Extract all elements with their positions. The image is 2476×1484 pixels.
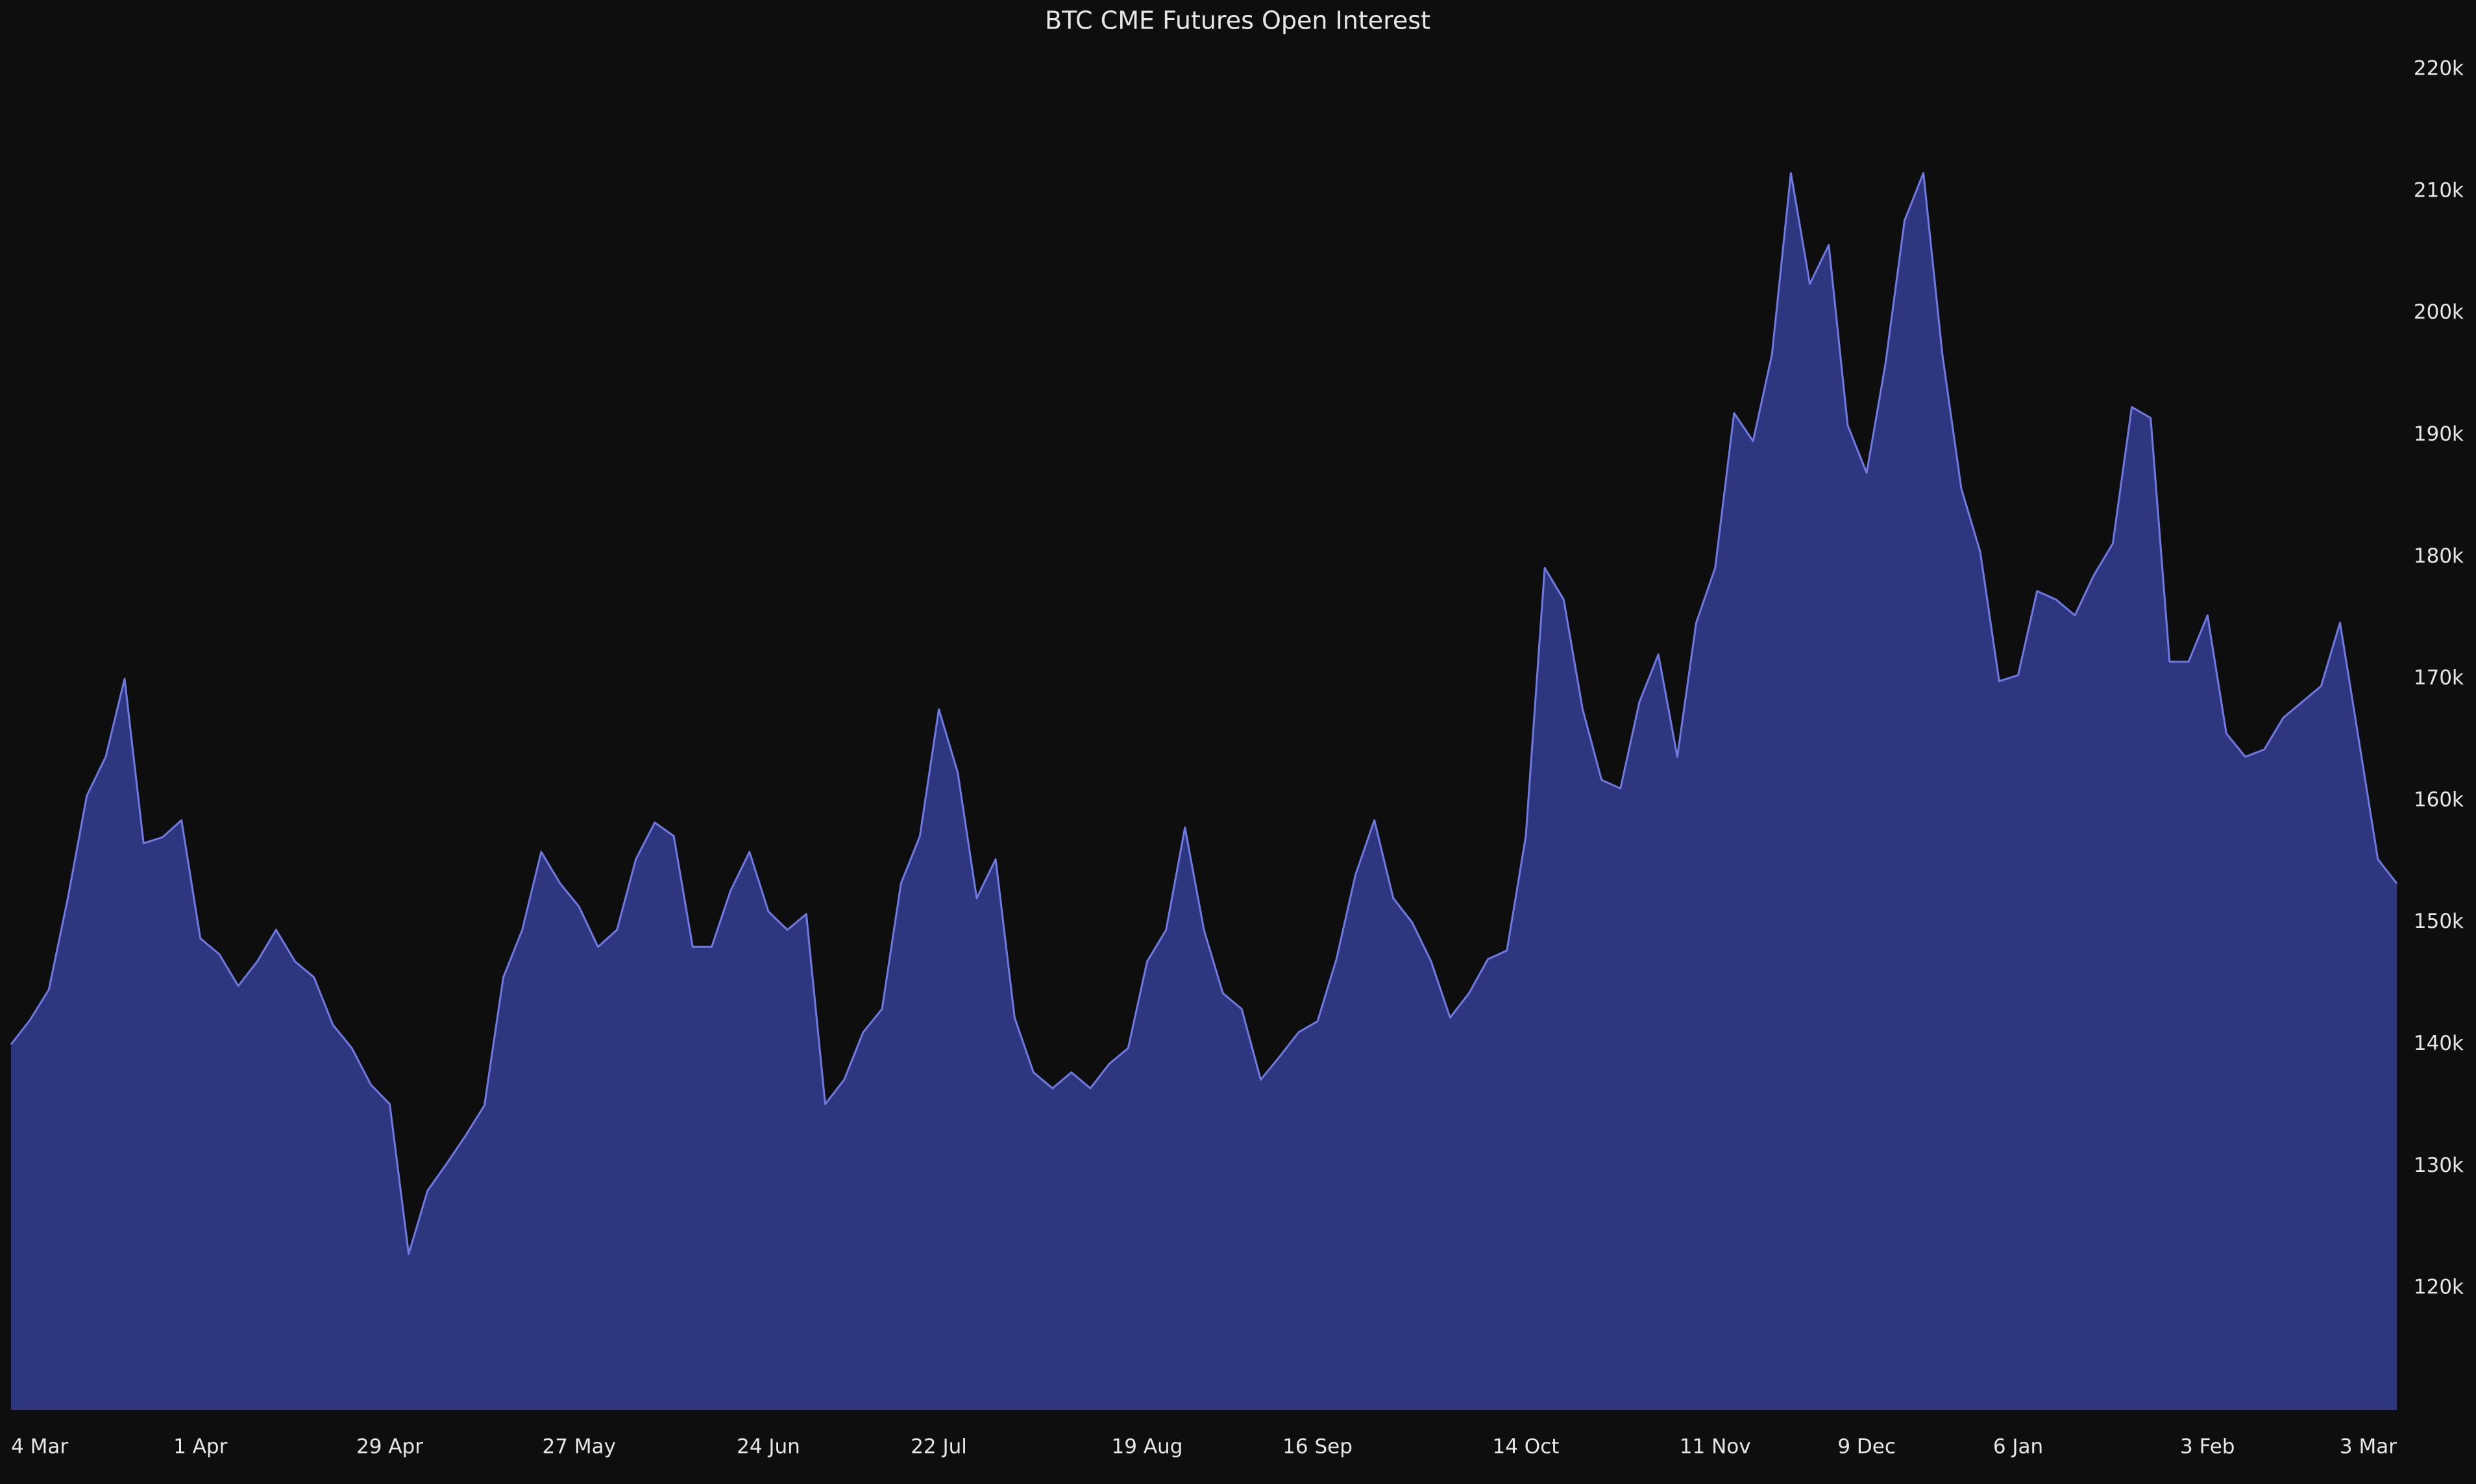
y-tick-label: 220k xyxy=(2414,57,2464,80)
x-tick-label: 1 Apr xyxy=(173,1435,227,1459)
y-tick-label: 210k xyxy=(2414,178,2464,202)
x-tick-label: 11 Nov xyxy=(1680,1435,1751,1459)
y-tick-label: 130k xyxy=(2414,1154,2464,1177)
y-tick-label: 140k xyxy=(2414,1032,2464,1055)
y-tick-label: 160k xyxy=(2414,788,2464,811)
x-tick-label: 29 Apr xyxy=(356,1435,423,1459)
x-tick-label: 22 Jul xyxy=(911,1435,967,1459)
y-tick-label: 200k xyxy=(2414,300,2464,324)
y-tick-label: 180k xyxy=(2414,544,2464,568)
x-tick-label: 14 Oct xyxy=(1493,1435,1560,1459)
area-line xyxy=(10,172,2398,1256)
x-tick-label: 27 May xyxy=(543,1435,616,1459)
chart-title: BTC CME Futures Open Interest xyxy=(1045,6,1430,35)
x-tick-label: 9 Dec xyxy=(1837,1435,1896,1459)
y-tick-label: 120k xyxy=(2414,1276,2464,1299)
y-tick-label: 190k xyxy=(2414,422,2464,446)
x-tick-label: 6 Jan xyxy=(1993,1435,2043,1459)
x-tick-label: 3 Mar xyxy=(2340,1435,2397,1459)
x-tick-label: 19 Aug xyxy=(1112,1435,1183,1459)
x-tick-label: 24 Jun xyxy=(737,1435,800,1459)
x-tick-label: 4 Mar xyxy=(11,1435,68,1459)
area-fill xyxy=(11,173,2397,1411)
y-tick-label: 150k xyxy=(2414,910,2464,933)
x-tick-label: 3 Feb xyxy=(2180,1435,2235,1459)
y-tick-label: 170k xyxy=(2414,666,2464,690)
x-tick-label: 16 Sep xyxy=(1282,1435,1353,1459)
